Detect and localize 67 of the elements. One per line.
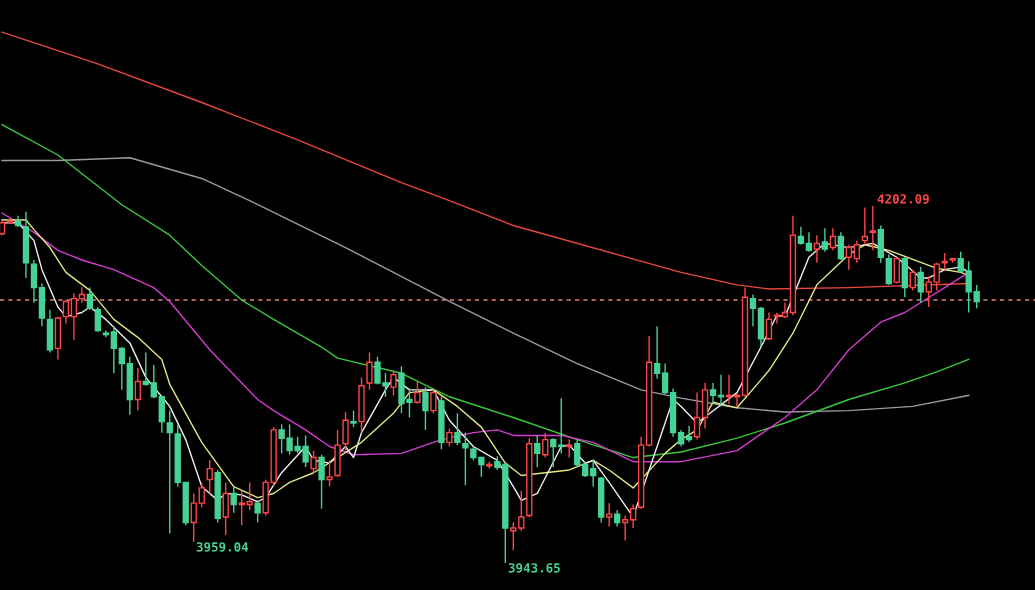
candlestick — [30, 259, 38, 304]
candlestick — [925, 275, 932, 308]
candlestick — [190, 492, 197, 543]
candlestick — [621, 514, 629, 542]
candlestick — [917, 266, 924, 304]
candlestick — [318, 454, 325, 510]
candlestick — [933, 262, 940, 292]
candlestick — [973, 284, 980, 310]
candlestick — [510, 521, 517, 551]
candlestick — [206, 459, 213, 495]
candlestick — [629, 503, 637, 529]
candlestick — [70, 292, 78, 341]
candlestick — [821, 227, 829, 253]
candlestick — [198, 481, 205, 508]
candlestick — [78, 286, 86, 304]
candlestick — [869, 205, 876, 252]
candlestick — [414, 380, 421, 405]
candlestick — [765, 311, 773, 341]
candlestick — [693, 391, 701, 441]
candlestick — [813, 234, 821, 264]
candlestick — [845, 244, 853, 271]
candlestick — [661, 362, 669, 395]
candlestick — [558, 397, 565, 455]
candlestick — [685, 425, 693, 444]
candlestick — [909, 268, 916, 292]
candlestick — [142, 351, 149, 387]
candlestick — [94, 306, 102, 333]
candlestick — [310, 449, 317, 474]
candlestick — [86, 286, 94, 311]
candlestick — [230, 485, 237, 514]
candlestick — [749, 293, 757, 327]
candlestick — [430, 387, 437, 415]
candlestick — [574, 438, 581, 468]
candlestick — [342, 411, 349, 452]
candlestick — [534, 434, 541, 468]
text: 4202.09 — [877, 194, 929, 204]
candlestick — [606, 502, 613, 528]
candlestick — [222, 481, 229, 536]
annotation: 3959.04 — [196, 542, 249, 552]
candlestick — [542, 431, 549, 459]
candlestick — [110, 325, 118, 374]
candlestick — [837, 231, 845, 261]
candlestick — [861, 206, 869, 246]
candlestick — [134, 367, 141, 412]
candlestick — [326, 459, 333, 488]
candlestick — [422, 386, 429, 431]
candlestick — [653, 325, 661, 380]
candlestick — [781, 302, 789, 319]
candlestick — [853, 239, 861, 264]
text: 3943.65 — [508, 563, 560, 573]
candlestick — [709, 382, 717, 405]
candlestick — [518, 489, 525, 532]
candlestick — [965, 260, 972, 314]
candlestick — [254, 499, 261, 524]
candlestick — [390, 369, 397, 397]
candlestick — [366, 351, 373, 391]
candlestick — [454, 412, 461, 446]
candlestick — [62, 299, 70, 325]
candlestick — [829, 227, 837, 252]
candlestick — [462, 431, 469, 486]
candlestick — [805, 231, 813, 253]
candlestick — [118, 346, 126, 391]
candlestick — [550, 437, 557, 468]
candlestick — [590, 459, 597, 488]
candlestick — [166, 409, 173, 535]
candlestick — [893, 256, 900, 285]
candlestick — [150, 364, 157, 399]
